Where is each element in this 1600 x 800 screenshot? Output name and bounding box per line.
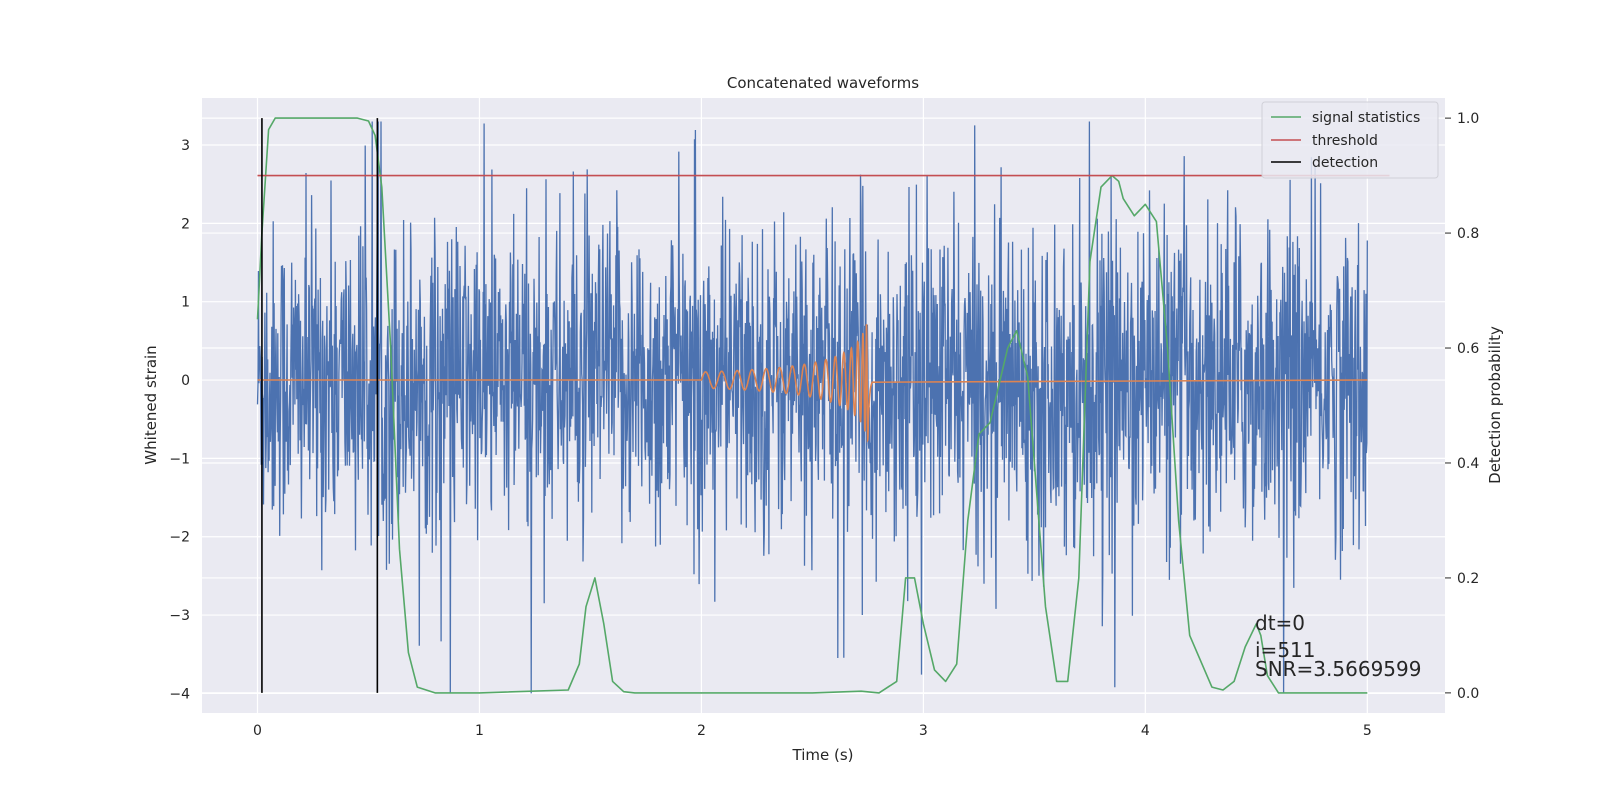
legend: signal statistics threshold detection (1261, 101, 1439, 179)
y-tick-label: −2 (169, 530, 190, 546)
x-tick-label: 3 (919, 723, 928, 739)
y-tick-label-right: 0.2 (1457, 571, 1479, 587)
y-axis-label-right: Detection probability (1486, 326, 1504, 484)
y-tick-label-right: 0.6 (1457, 341, 1479, 357)
series-injected-waveform (257, 324, 1368, 444)
series-whitened-strain (256, 121, 1368, 694)
x-tick-label: 4 (1141, 723, 1150, 739)
annotation: dt=0 i=511 SNR=3.5669599 (1255, 611, 1421, 681)
data-layer (256, 117, 1390, 694)
annotation-index: i=511 (1255, 638, 1316, 662)
tick-labels: 0 1 2 3 4 5 −4 −3 −2 −1 0 1 2 3 0.0 0.2 0.4 0.6 0.8 1.0 (169, 111, 1479, 739)
chart-title: Concatenated waveforms (727, 74, 919, 92)
x-tick-label: 5 (1363, 723, 1372, 739)
annotation-snr: SNR=3.5669599 (1255, 657, 1421, 681)
legend-label-threshold: threshold (1312, 133, 1378, 149)
annotation-dt: dt=0 (1255, 611, 1305, 635)
y-axis-label: Whitened strain (142, 345, 160, 464)
x-axis-label: Time (s) (792, 746, 854, 764)
y-tick-label: 0 (181, 373, 190, 389)
y-tick-label-right: 1.0 (1457, 111, 1479, 127)
y-tick-label-right: 0.0 (1457, 686, 1479, 702)
y-tick-label: −4 (169, 686, 190, 702)
y-tick-label: 3 (181, 138, 190, 154)
series-signal-statistics (256, 117, 1368, 694)
x-tick-label: 0 (253, 723, 262, 739)
legend-label-detection: detection (1312, 155, 1378, 171)
y-tick-label-right: 0.8 (1457, 226, 1479, 242)
legend-label-signal-statistics: signal statistics (1312, 110, 1420, 126)
legend-box (1261, 101, 1439, 179)
y-tick-label: −3 (169, 608, 190, 624)
x-tick-label: 1 (475, 723, 484, 739)
y-tick-label: 1 (181, 295, 190, 311)
y-tick-label: −1 (169, 451, 190, 467)
y-tick-label: 2 (181, 216, 190, 232)
plot-area (256, 121, 1368, 694)
x-tick-label: 2 (697, 723, 706, 739)
y-tick-label-right: 0.4 (1457, 456, 1479, 472)
